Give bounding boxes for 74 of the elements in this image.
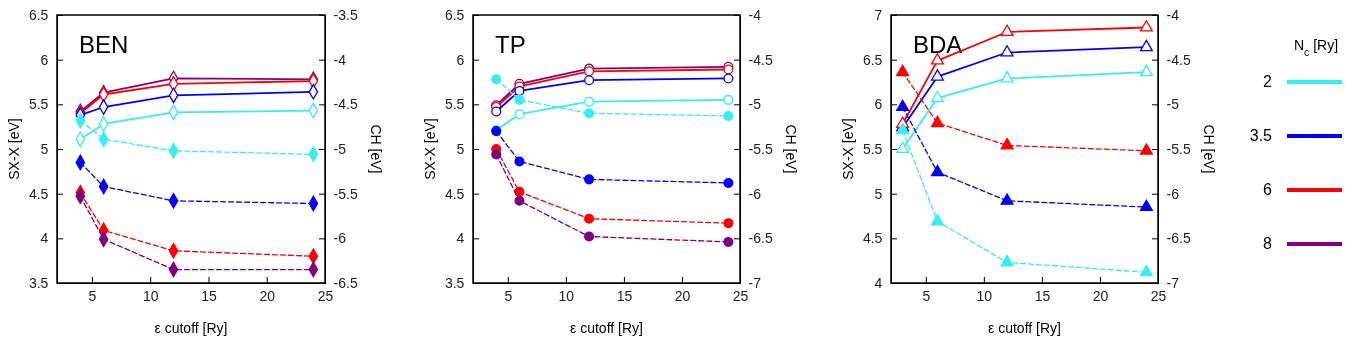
- y-tick-label: 6.5: [862, 51, 883, 68]
- y-axis-title: SX-X [eV]: [422, 118, 438, 180]
- x-tick-label: 10: [142, 288, 159, 305]
- y2-tick-label: -5.5: [333, 185, 358, 202]
- y2-tick-label: -6: [333, 230, 347, 247]
- y2-tick-label: -3.5: [333, 6, 358, 23]
- y-tick-label: 4: [40, 230, 49, 247]
- y-tick-label: 3.5: [444, 274, 465, 291]
- y2-tick-label: -4.5: [333, 96, 358, 113]
- y2-tick-label: -5: [333, 140, 347, 157]
- legend-label: 2: [1263, 73, 1273, 90]
- x-tick-label: 5: [88, 288, 97, 305]
- x-tick-label: 25: [1150, 288, 1167, 305]
- x-tick-label: 25: [317, 288, 334, 305]
- y2-tick-label: -4: [1166, 6, 1180, 23]
- x-tick-label: 20: [1092, 288, 1109, 305]
- text: TP: [495, 31, 526, 58]
- y2-tick-label: -4.5: [1166, 51, 1191, 68]
- y-tick-label: 3.5: [28, 274, 49, 291]
- text: BDA: [913, 31, 963, 58]
- x-axis-title: ε cutoff [Ry]: [988, 320, 1061, 336]
- y-tick-label: 6: [874, 96, 883, 113]
- x-tick-label: 5: [922, 288, 931, 305]
- y2-tick-label: -6: [748, 185, 762, 202]
- y-tick-label: 5: [40, 140, 49, 157]
- y-tick-label: 5: [456, 140, 465, 157]
- y-tick-label: 5.5: [862, 140, 883, 157]
- y2-axis-title: CH [eV]: [1201, 124, 1217, 174]
- x-tick-label: 25: [732, 288, 749, 305]
- y-tick-label: 4.5: [28, 185, 49, 202]
- legend-label: 6: [1263, 181, 1273, 198]
- y-axis-title: SX-X [eV]: [6, 118, 22, 180]
- y2-tick-label: -4: [748, 6, 762, 23]
- y2-tick-label: -6.5: [333, 274, 358, 291]
- legend-label: 8: [1263, 235, 1273, 252]
- y-tick-label: 6.5: [444, 6, 465, 23]
- y2-tick-label: -4.5: [748, 51, 773, 68]
- legend-title: N$_{c}$ [Ry]: [1293, 37, 1339, 58]
- y2-axis-title: CH [eV]: [368, 124, 384, 174]
- x-tick-label: 15: [616, 288, 633, 305]
- y-tick-label: 4.5: [444, 185, 465, 202]
- y-tick-label: 4: [874, 274, 883, 291]
- y2-tick-label: -5: [748, 96, 762, 113]
- y2-tick-label: -5.5: [1166, 140, 1191, 157]
- x-axis-title: ε cutoff [Ry]: [154, 320, 228, 336]
- y-tick-label: 5.5: [28, 96, 49, 113]
- y2-tick-label: -5: [1166, 96, 1180, 113]
- y-tick-label: 5.5: [444, 96, 465, 113]
- x-tick-label: 10: [976, 288, 993, 305]
- y-tick-label: 6: [40, 51, 49, 68]
- y2-tick-label: -4: [333, 51, 347, 68]
- legend-label: 3.5: [1249, 127, 1273, 144]
- text: BEN: [79, 31, 129, 58]
- y-tick-label: 7: [874, 6, 883, 23]
- x-tick-label: 5: [504, 288, 513, 305]
- x-tick-label: 20: [674, 288, 691, 305]
- x-axis-title: ε cutoff [Ry]: [570, 320, 643, 336]
- y2-tick-label: -6: [1166, 185, 1180, 202]
- y2-tick-label: -6.5: [1166, 230, 1191, 247]
- y-tick-label: 6.5: [28, 6, 49, 23]
- y2-axis-title: CH [eV]: [783, 124, 799, 174]
- x-tick-label: 15: [201, 288, 217, 305]
- y2-tick-label: -5.5: [748, 140, 773, 157]
- y-tick-label: 4.5: [862, 230, 883, 247]
- x-tick-label: 15: [1034, 288, 1051, 305]
- y-tick-label: 4: [456, 230, 465, 247]
- y2-tick-label: -6.5: [748, 230, 773, 247]
- y2-tick-label: -7: [748, 274, 762, 291]
- y-tick-label: 5: [874, 185, 883, 202]
- x-tick-label: 10: [558, 288, 575, 305]
- y-tick-label: 6: [456, 51, 465, 68]
- y-axis-title: SX-X [eV]: [840, 118, 856, 180]
- x-tick-label: 20: [259, 288, 276, 305]
- y2-tick-label: -7: [1166, 274, 1180, 291]
